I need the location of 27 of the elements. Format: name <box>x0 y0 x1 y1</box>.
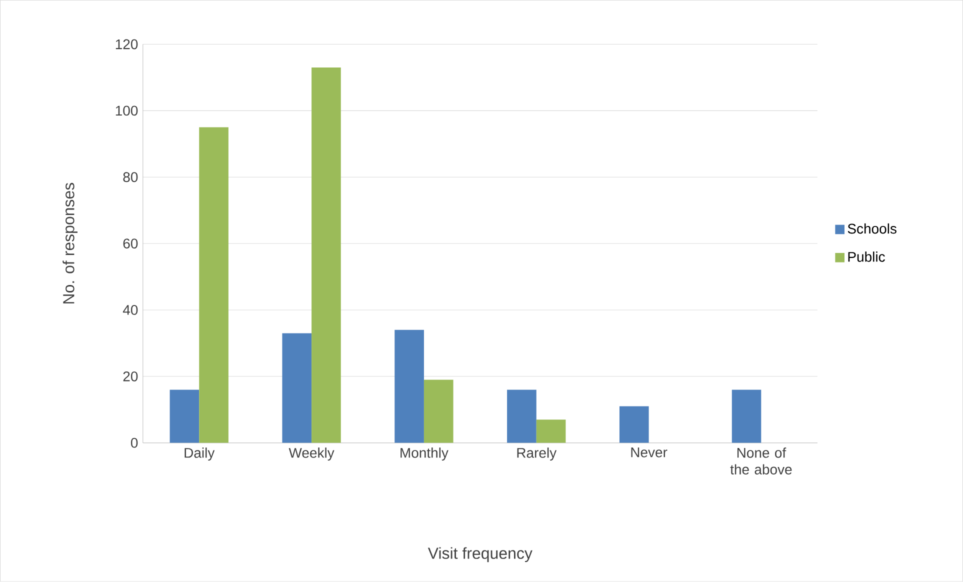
y-tick-label: 100 <box>116 106 138 116</box>
x-tick-label: Daily <box>184 448 215 461</box>
y-tick-label: 40 <box>122 305 138 316</box>
x-tick-label: Rarely <box>517 448 557 461</box>
bar <box>732 390 762 443</box>
y-tick-label: 0 <box>130 438 138 448</box>
y-tick-label: 20 <box>123 372 138 382</box>
y-tick-label: 120 <box>116 39 138 50</box>
bar <box>312 68 341 443</box>
bar <box>282 333 312 443</box>
bar <box>199 127 228 443</box>
x-tick-label: Monthly <box>400 448 448 461</box>
bar <box>536 420 566 443</box>
bar <box>507 390 536 443</box>
y-tick-label: 60 <box>123 238 138 249</box>
x-axis-title: Visit frequency <box>428 547 532 562</box>
legend-label: Public <box>848 252 885 262</box>
x-tick-label: Never <box>631 448 668 458</box>
bar <box>619 406 649 443</box>
y-axis-title: No. of responses <box>62 183 78 304</box>
bar <box>424 380 454 443</box>
x-tick-label: None of the above <box>730 448 792 475</box>
legend-label: Schools <box>848 224 896 234</box>
x-tick-label: Weekly <box>288 448 334 461</box>
y-tick-label: 80 <box>123 172 138 182</box>
bar <box>394 330 424 443</box>
bar <box>170 390 200 443</box>
